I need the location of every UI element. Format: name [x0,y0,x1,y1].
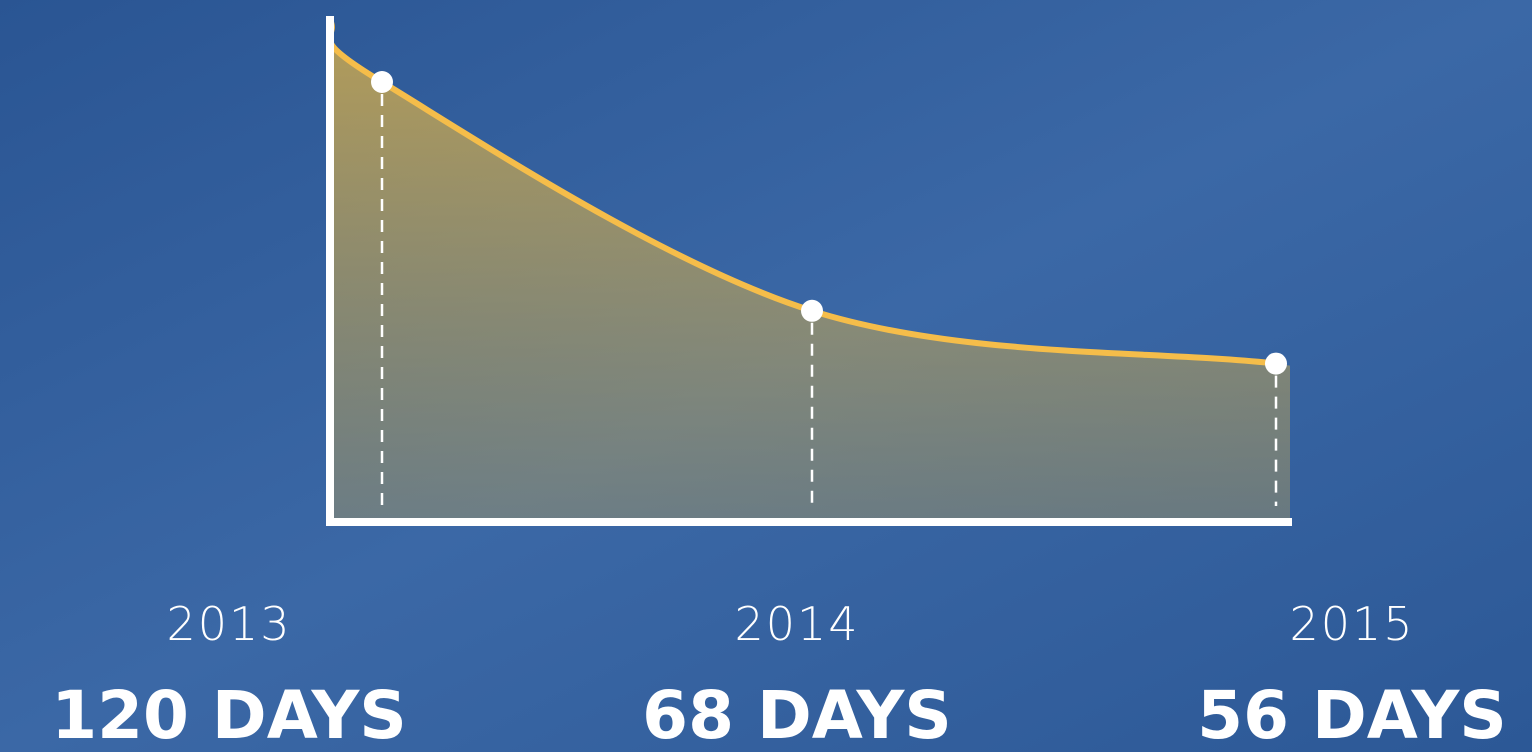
year-label: 2014 [734,597,859,651]
value-label: 56 DAYS [1197,677,1507,752]
data-point [801,299,823,322]
plot [326,17,1290,522]
area-fill [329,20,1290,522]
data-point [1265,352,1287,375]
year-label: 2015 [1289,597,1414,651]
value-label: 68 DAYS [642,677,952,752]
data-point [371,71,393,93]
value-label: 120 DAYS [51,677,407,752]
year-label: 2013 [166,597,291,651]
